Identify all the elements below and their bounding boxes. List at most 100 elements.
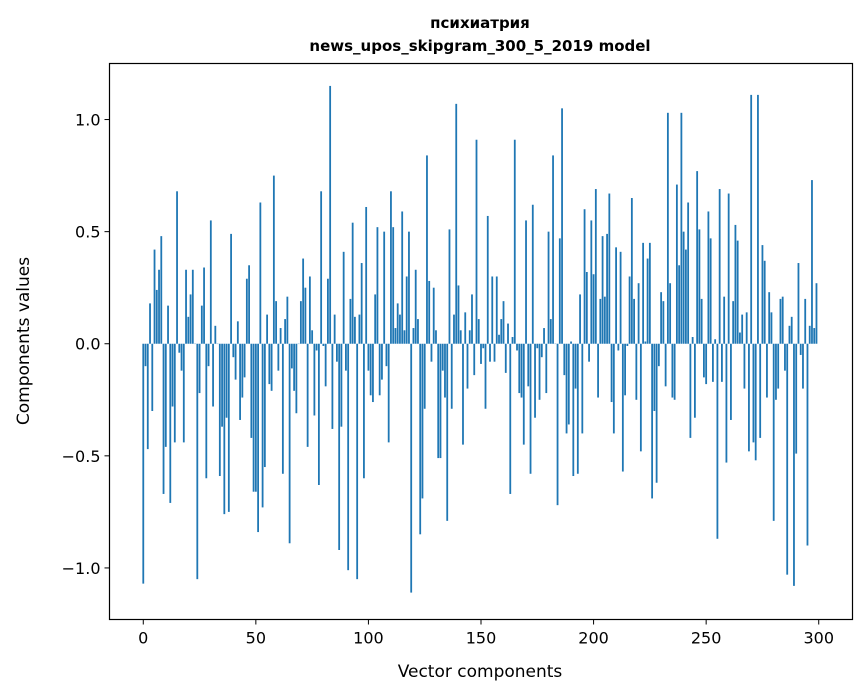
bar [669,283,672,344]
bar [545,343,548,394]
bar [345,343,347,371]
bar [234,343,237,380]
bar [473,343,476,376]
x-axis: 0 50 100 150 200 250 300 [138,619,834,648]
bar [538,343,541,400]
bar [626,343,629,346]
bar [363,343,365,479]
bar [245,278,248,344]
bar [331,343,334,429]
bar [250,343,253,438]
bar [518,343,521,394]
bar [196,343,199,580]
bar [561,108,563,344]
bar [164,343,167,447]
bar [748,343,750,452]
bar [171,343,174,407]
bar [383,231,386,344]
bar [414,269,417,344]
bar [277,343,280,371]
bar [621,343,624,472]
bar [270,343,273,391]
bar [682,231,685,344]
bar [727,193,730,344]
bar [408,231,410,344]
bar [599,298,602,344]
bar [662,301,665,344]
bar [160,236,163,344]
bar [576,343,579,474]
bar [531,204,534,344]
bar [788,325,791,344]
bar [549,319,552,344]
bar [392,227,395,344]
bar [718,189,721,344]
x-tick-label: 250 [691,629,722,648]
bar [500,319,503,344]
bar [516,343,518,351]
bar [558,238,561,344]
bar [200,305,203,344]
bar [612,343,615,434]
bar [394,328,397,344]
bar [678,265,681,344]
bar [543,328,545,344]
bar [757,94,759,344]
bar [444,343,446,398]
bar [743,343,746,389]
bar [324,343,327,387]
bar [374,294,377,344]
bar [763,260,766,344]
bar [653,343,656,411]
bar [585,272,588,344]
bar [295,343,298,414]
bar [401,211,404,344]
bar [750,94,753,344]
bar [815,283,818,344]
bar [387,343,390,443]
x-tick-label: 50 [246,629,266,648]
bar [462,343,464,445]
bar [603,296,606,344]
bar [144,343,147,367]
bar [261,343,264,508]
bar [396,303,399,344]
bar [761,245,764,344]
bar [482,343,485,349]
bar [644,341,647,344]
bar [169,343,172,503]
bar [410,343,413,593]
bar [349,298,352,344]
bar [712,343,714,382]
bar [495,276,498,344]
y-tick-label: −0.5 [62,447,101,466]
bar [574,343,577,389]
bar [399,314,401,344]
bar [707,211,710,344]
bar [741,314,744,344]
bar [608,193,611,344]
bar [378,343,381,396]
bar [680,112,683,344]
bar [730,343,732,420]
bar [691,337,694,344]
bar [723,296,726,344]
bar [601,236,604,344]
bar [266,314,269,344]
bar [356,343,359,580]
bar [725,343,728,463]
bar [484,343,487,409]
bar [259,202,262,344]
bar [813,328,816,344]
bar [457,285,460,344]
bar [191,269,194,344]
bar [272,175,275,344]
bar [795,343,798,454]
bar [793,343,795,586]
bar [450,343,453,409]
bar [311,330,314,344]
bar [736,240,739,344]
y-tick-label: 1.0 [75,111,100,130]
bar [455,103,458,344]
bar [293,343,296,391]
